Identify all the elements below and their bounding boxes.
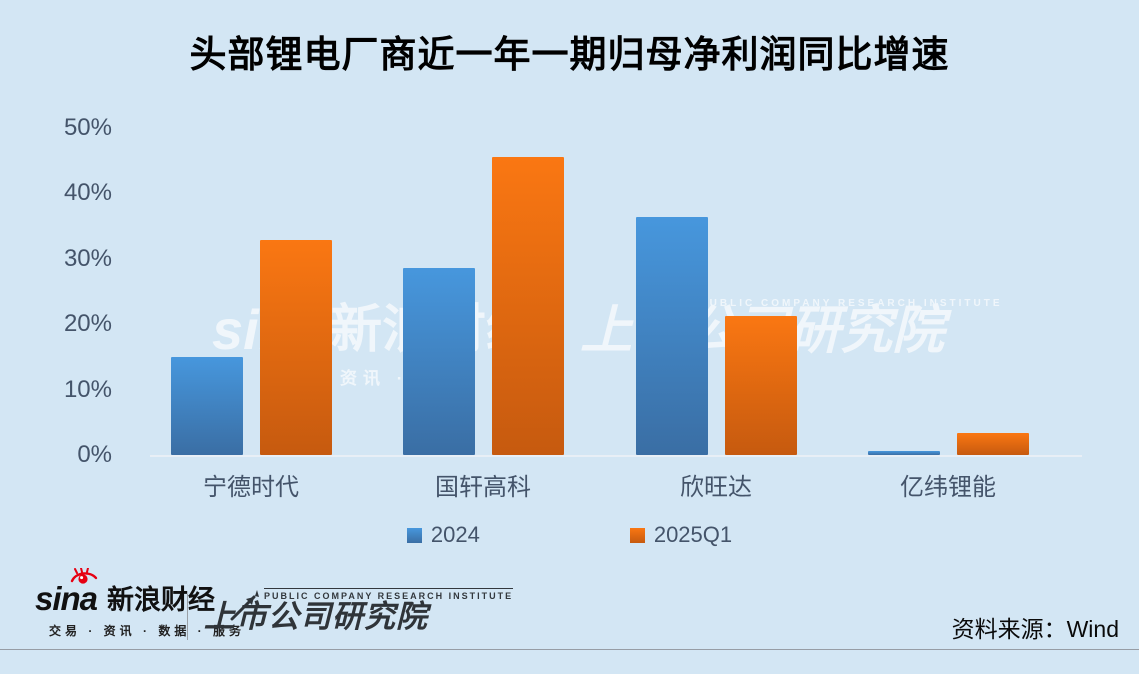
footer: sina 新浪财经 交易 · 资讯 · 数据 · 服务 PUBLIC COMPA… — [0, 568, 1139, 674]
y-axis-tick: 40% — [63, 179, 112, 207]
legend-swatch-2025Q1 — [629, 527, 645, 543]
bar-2025Q1-亿纬锂能 — [956, 433, 1029, 455]
sina-tagline: 交易 · 资讯 · 数据 · 服务 — [49, 623, 245, 638]
institute-logo: PUBLIC COMPANY RESEARCH INSTITUTE 上市公司研究… — [204, 588, 514, 634]
arrow-up-icon — [230, 590, 259, 621]
legend-item-2024: 2024 — [406, 522, 480, 548]
footer-rule — [0, 649, 1139, 650]
legend-label-2024: 2024 — [430, 522, 480, 547]
institute-text: 上市公司研究院 — [204, 599, 428, 634]
x-axis-label-国轩高科: 国轩高科 — [435, 474, 531, 501]
y-axis-tick: 0% — [77, 441, 112, 468]
institute-cn-text: 上市公司研究院 — [204, 590, 513, 634]
x-axis-labels: 宁德时代 国轩高科 欣旺达 亿纬锂能 — [0, 471, 1139, 505]
x-axis-label-宁德时代: 宁德时代 — [203, 474, 299, 501]
legend-swatch-2024 — [406, 527, 422, 543]
legend-item-2025Q1: 2025Q1 — [629, 522, 733, 548]
y-axis-tick: 10% — [63, 375, 112, 403]
sina-word-text: sina — [35, 580, 98, 617]
bar-2024-欣旺达 — [635, 216, 708, 455]
sina-wordmark: sina — [35, 568, 98, 615]
chart-title: 头部锂电厂商近一年一期归母净利润同比增速 — [189, 34, 950, 75]
sina-finance-logo: sina 新浪财经 交易 · 资讯 · 数据 · 服务 — [35, 568, 245, 639]
y-axis-tick: 30% — [63, 244, 112, 272]
y-axis-tick: 20% — [63, 310, 112, 338]
bar-2024-宁德时代 — [170, 356, 243, 455]
data-source: 资料来源：Wind — [951, 616, 1119, 642]
bar-2025Q1-欣旺达 — [724, 316, 797, 455]
watermark-institute-en: PUBLIC COMPANY RESEARCH INSTITUTE — [700, 298, 1003, 309]
sina-eye-icon — [70, 568, 98, 584]
x-axis-baseline — [150, 455, 1082, 457]
institute-en-text: PUBLIC COMPANY RESEARCH INSTITUTE — [264, 588, 514, 601]
footer-divider — [187, 594, 188, 640]
legend: 2024 2025Q1 — [0, 522, 1139, 548]
legend-label-2025Q1: 2025Q1 — [653, 522, 733, 547]
bar-2025Q1-国轩高科 — [491, 156, 564, 455]
y-axis-tick: 50% — [63, 114, 112, 141]
x-axis-label-欣旺达: 欣旺达 — [680, 474, 752, 501]
y-axis: 50% 40% 30% 20% 10% 0% — [0, 0, 112, 500]
bar-2024-国轩高科 — [402, 267, 475, 455]
sina-brand-text: 新浪财经 — [107, 584, 216, 615]
bar-2024-亿纬锂能 — [867, 451, 940, 455]
x-axis-label-亿纬锂能: 亿纬锂能 — [900, 474, 996, 501]
bar-2025Q1-宁德时代 — [259, 239, 332, 455]
